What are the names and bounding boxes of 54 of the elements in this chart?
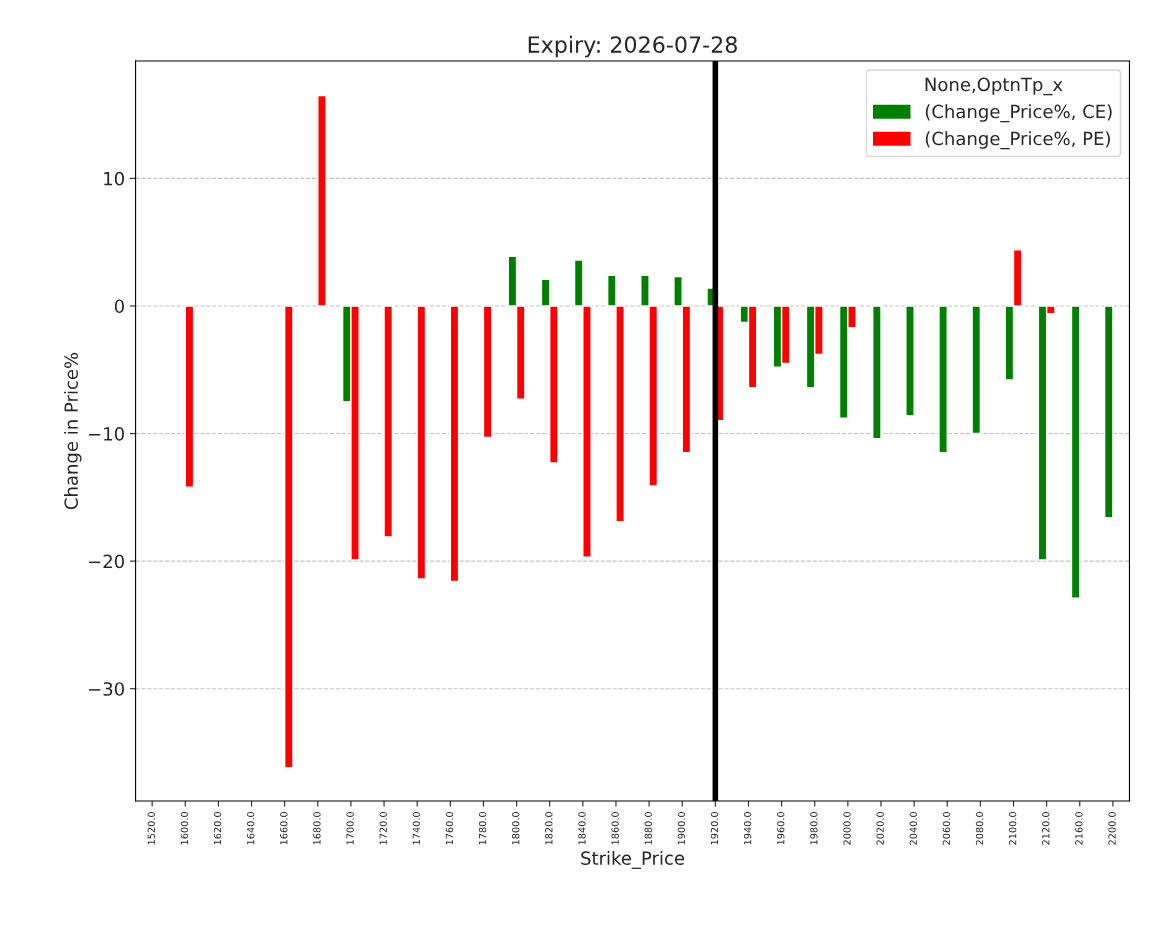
x-tick-label: 1740.0 — [412, 812, 420, 845]
x-tick-label: 1680.0 — [313, 812, 321, 845]
y-tick-label: −10 — [88, 427, 124, 441]
x-tick-label: 1920.0 — [710, 812, 719, 845]
y-tick-label: −30 — [88, 682, 124, 696]
bar — [1070, 305, 1081, 599]
bar — [184, 305, 195, 488]
bar — [383, 305, 394, 538]
x-tick-label: 1800.0 — [512, 812, 520, 845]
legend-title: None,OptnTp_x — [925, 77, 1063, 96]
x-tick-label: 1960.0 — [777, 812, 785, 845]
bar — [283, 305, 294, 769]
bar — [1103, 305, 1114, 519]
bar — [938, 305, 948, 454]
y-tick-label: −20 — [88, 554, 124, 569]
bar — [416, 305, 427, 580]
x-tick-label: 2020.0 — [876, 812, 884, 845]
x-tick-label: 1760.0 — [445, 812, 454, 845]
x-tick-label: 1520.0 — [147, 812, 155, 845]
x-tick-label: 2040.0 — [909, 812, 917, 845]
chart-title: Expiry: 2026-07-28 — [528, 35, 737, 58]
x-tick-label: 2000.0 — [843, 812, 851, 845]
bar — [905, 305, 915, 417]
x-tick-label: 1860.0 — [611, 812, 619, 845]
bar — [971, 305, 982, 435]
x-tick-label: 1600.0 — [180, 812, 189, 845]
x-tick-label: 2160.0 — [1075, 812, 1083, 845]
bar — [317, 94, 327, 307]
x-tick-label: 1640.0 — [247, 812, 255, 845]
x-tick-label: 1820.0 — [545, 812, 553, 845]
x-tick-label: 2060.0 — [942, 812, 951, 845]
x-tick-label: 2200.0 — [1108, 812, 1116, 845]
x-tick-label: 1840.0 — [578, 812, 586, 845]
x-tick-label: 2100.0 — [1008, 812, 1017, 845]
x-tick-label: 1660.0 — [280, 812, 288, 845]
x-tick-label: 1880.0 — [644, 812, 652, 845]
x-tick-label: 2080.0 — [975, 812, 984, 845]
bar — [872, 305, 882, 440]
bar — [449, 305, 460, 583]
y-tick-label: 10 — [104, 171, 124, 186]
x-tick-label: 1720.0 — [379, 812, 387, 845]
x-tick-label: 1940.0 — [743, 812, 752, 845]
x-tick-label: 1980.0 — [810, 812, 818, 845]
x-tick-label: 1780.0 — [478, 812, 487, 845]
x-tick-label: 1700.0 — [346, 812, 354, 845]
x-axis-title: Strike_Price — [581, 850, 685, 869]
legend-label: (Change_Price%, PE) — [925, 131, 1110, 150]
y-axis-title: Change in Price% — [64, 352, 82, 510]
x-tick-label: 1620.0 — [213, 812, 222, 845]
x-tick-label: 1900.0 — [677, 812, 686, 845]
x-tick-label: 2120.0 — [1042, 812, 1050, 845]
legend-label: (Change_Price%, CE) — [925, 104, 1112, 123]
bar — [482, 305, 493, 439]
y-tick-label: 0 — [114, 299, 124, 314]
